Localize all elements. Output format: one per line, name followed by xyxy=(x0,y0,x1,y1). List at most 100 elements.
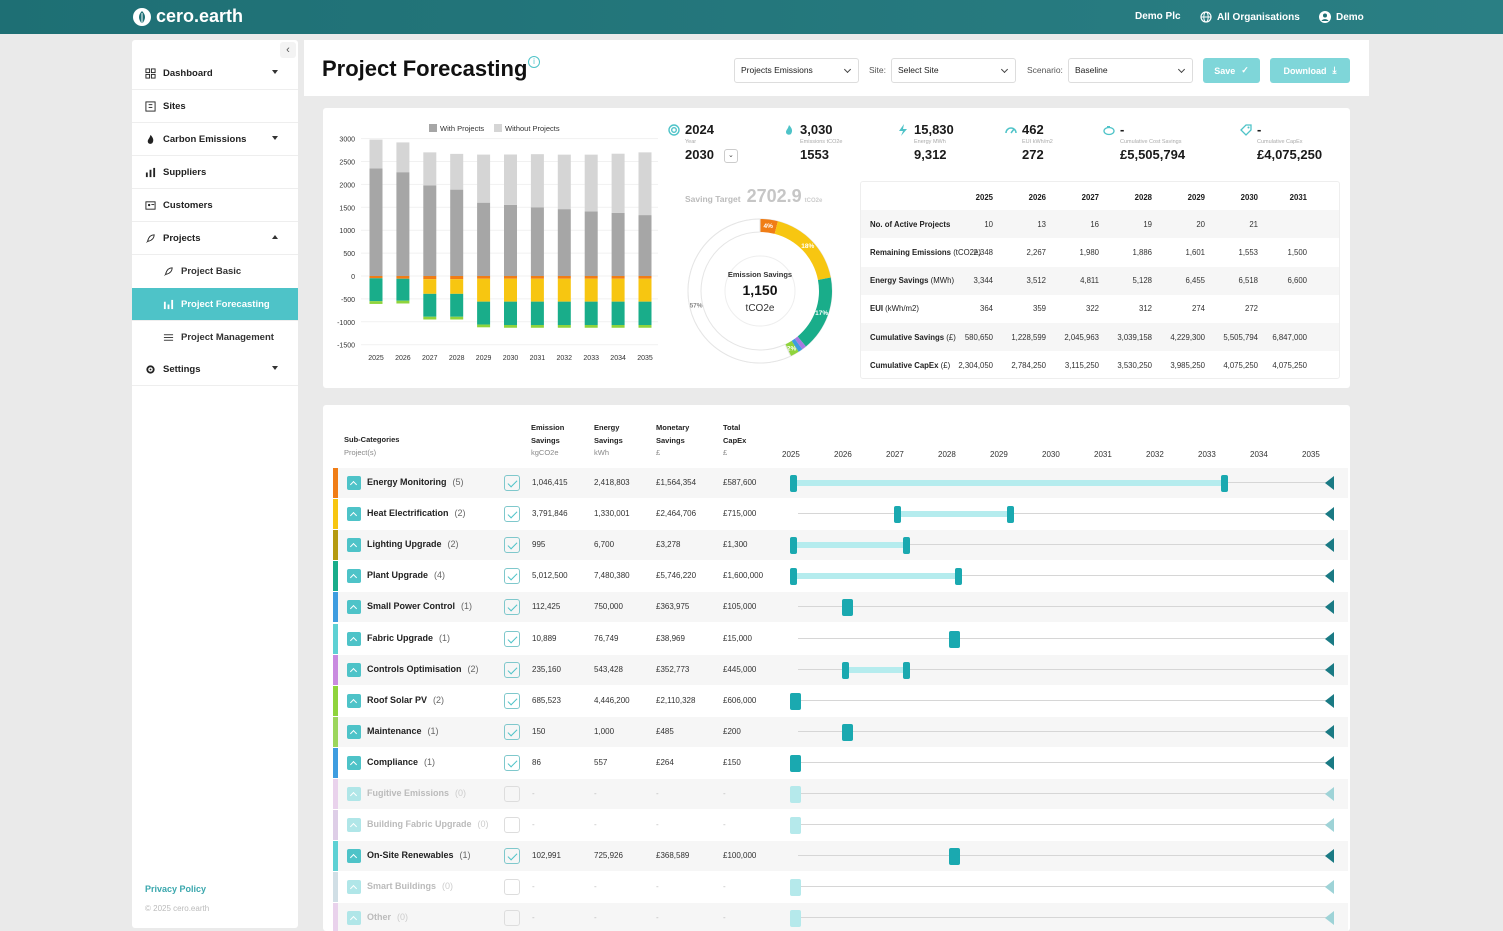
chevron-down-icon[interactable] xyxy=(272,366,278,370)
include-checkbox[interactable] xyxy=(504,848,520,865)
timeline-end-handle[interactable] xyxy=(794,754,802,772)
timeline-start-handle[interactable] xyxy=(948,630,956,648)
logo[interactable]: cero.earth xyxy=(132,6,243,27)
info-icon[interactable]: i xyxy=(528,56,540,68)
site-select[interactable]: Select Site xyxy=(891,58,1016,83)
timeline-end-handle[interactable] xyxy=(1220,475,1228,492)
timeline-start-handle[interactable] xyxy=(790,692,797,710)
include-checkbox[interactable] xyxy=(504,506,520,523)
bar-segment xyxy=(530,278,544,302)
privacy-policy-link[interactable]: Privacy Policy xyxy=(145,884,207,894)
include-checkbox[interactable] xyxy=(504,910,520,927)
expand-toggle-button[interactable] xyxy=(347,818,361,833)
expand-toggle-button[interactable] xyxy=(347,911,361,926)
stat-tag: - Cumulative CapEx £4,075,250 xyxy=(1240,122,1360,162)
include-checkbox[interactable] xyxy=(504,537,520,554)
user-menu[interactable]: Demo xyxy=(1319,11,1364,23)
project-count: (4) xyxy=(434,570,446,581)
chevron-down-icon[interactable] xyxy=(272,70,278,74)
include-checkbox[interactable] xyxy=(504,723,520,740)
table-cell: 580,650 xyxy=(964,332,993,342)
chevron-up-icon[interactable] xyxy=(272,235,278,239)
scenario-select[interactable]: Baseline xyxy=(1068,58,1193,83)
include-checkbox[interactable] xyxy=(504,599,520,616)
sidebar-item-dashboard[interactable]: Dashboard xyxy=(132,57,298,90)
expand-toggle-button[interactable] xyxy=(347,569,361,584)
include-checkbox[interactable] xyxy=(504,568,520,585)
expand-toggle-button[interactable] xyxy=(347,787,361,801)
sidebar-item-settings[interactable]: Settings xyxy=(132,353,298,386)
sidebar-item-sites[interactable]: Sites xyxy=(132,90,298,123)
legend-swatch xyxy=(429,124,437,132)
timeline-end-handle[interactable] xyxy=(794,910,802,928)
year-dropdown-button[interactable]: ⌄ xyxy=(723,149,738,163)
include-checkbox[interactable] xyxy=(504,754,520,771)
include-checkbox[interactable] xyxy=(504,475,520,491)
download-button[interactable]: Download ⤓ xyxy=(1270,58,1350,83)
timeline-start-handle[interactable] xyxy=(790,754,797,772)
timeline-start-handle[interactable] xyxy=(790,817,797,835)
timeline-start-handle[interactable] xyxy=(790,910,797,928)
timeline-start-handle[interactable] xyxy=(790,786,797,803)
sidebar-item-projects[interactable]: Projects xyxy=(132,222,298,255)
timeline-end-handle[interactable] xyxy=(794,879,802,897)
sidebar-item-project-basic[interactable]: Project Basic xyxy=(132,255,298,288)
timeline-start-handle[interactable] xyxy=(790,537,797,555)
value-en: 1,330,001 xyxy=(594,509,630,519)
timeline-start-handle[interactable] xyxy=(842,661,849,679)
expand-toggle-button[interactable] xyxy=(347,849,361,864)
timeline-end-handle[interactable] xyxy=(952,848,960,866)
timeline-start-handle[interactable] xyxy=(790,475,797,492)
timeline-start-handle[interactable] xyxy=(842,723,849,741)
expand-toggle-button[interactable] xyxy=(347,476,361,490)
type-select[interactable]: Projects Emissions xyxy=(734,58,859,83)
stat-target: 2024 Year 2030 ⌄ xyxy=(668,122,788,164)
expand-toggle-button[interactable] xyxy=(347,880,361,895)
include-checkbox[interactable] xyxy=(504,630,520,647)
timeline-end-handle[interactable] xyxy=(952,630,960,648)
expand-toggle-button[interactable] xyxy=(347,631,361,646)
expand-toggle-button[interactable] xyxy=(347,600,361,615)
timeline-end-handle[interactable] xyxy=(955,568,963,586)
timeline-end-handle[interactable] xyxy=(846,599,854,617)
expand-toggle-button[interactable] xyxy=(347,755,361,770)
expand-toggle-button[interactable] xyxy=(347,507,361,522)
timeline-start-handle[interactable] xyxy=(948,848,956,866)
timeline-end-handle[interactable] xyxy=(846,723,854,741)
timeline-end-handle[interactable] xyxy=(903,661,911,679)
timeline-end-handle[interactable] xyxy=(903,537,911,555)
collapse-sidebar-button[interactable]: ‹ xyxy=(280,42,296,58)
include-checkbox[interactable] xyxy=(504,817,520,834)
timeline-start-handle[interactable] xyxy=(894,506,901,524)
timeline-end-handle[interactable] xyxy=(794,817,802,835)
sidebar-item-project-forecasting[interactable]: Project Forecasting xyxy=(132,288,298,321)
sidebar-item-customers[interactable]: Customers xyxy=(132,189,298,222)
timeline-start-handle[interactable] xyxy=(790,879,797,897)
save-button[interactable]: Save ✓ xyxy=(1203,58,1260,83)
include-checkbox[interactable] xyxy=(504,692,520,709)
org-name[interactable]: Demo Plc xyxy=(1135,11,1181,22)
include-checkbox[interactable] xyxy=(504,661,520,678)
sidebar-item-suppliers[interactable]: Suppliers xyxy=(132,156,298,189)
bar-segment xyxy=(611,325,625,328)
expand-toggle-button[interactable] xyxy=(347,724,361,739)
emissions-bar-chart: With Projects Without Projects 3000 2500 200… xyxy=(337,124,658,362)
timeline-end-handle[interactable] xyxy=(794,786,802,803)
expand-toggle-button[interactable] xyxy=(347,662,361,677)
all-orgs-button[interactable]: All Organisations xyxy=(1200,11,1300,23)
site-label: Site: xyxy=(869,65,887,75)
stat-subtitle: EUI kWh/m2 xyxy=(1022,139,1053,145)
expand-toggle-button[interactable] xyxy=(347,693,361,708)
chevron-down-icon[interactable] xyxy=(272,136,278,140)
sidebar-item-carbon-emissions[interactable]: Carbon Emissions xyxy=(132,123,298,156)
include-checkbox[interactable] xyxy=(504,786,520,802)
timeline-end-handle[interactable] xyxy=(794,692,802,710)
timeline-start-handle[interactable] xyxy=(790,568,797,586)
include-checkbox[interactable] xyxy=(504,879,520,896)
timeline-track xyxy=(798,637,1333,639)
sidebar-item-project-management[interactable]: Project Management xyxy=(132,321,298,354)
expand-toggle-button[interactable] xyxy=(347,538,361,553)
table-cell: 3,344 xyxy=(973,276,993,286)
timeline-end-handle[interactable] xyxy=(1007,506,1015,524)
timeline-start-handle[interactable] xyxy=(842,599,849,617)
